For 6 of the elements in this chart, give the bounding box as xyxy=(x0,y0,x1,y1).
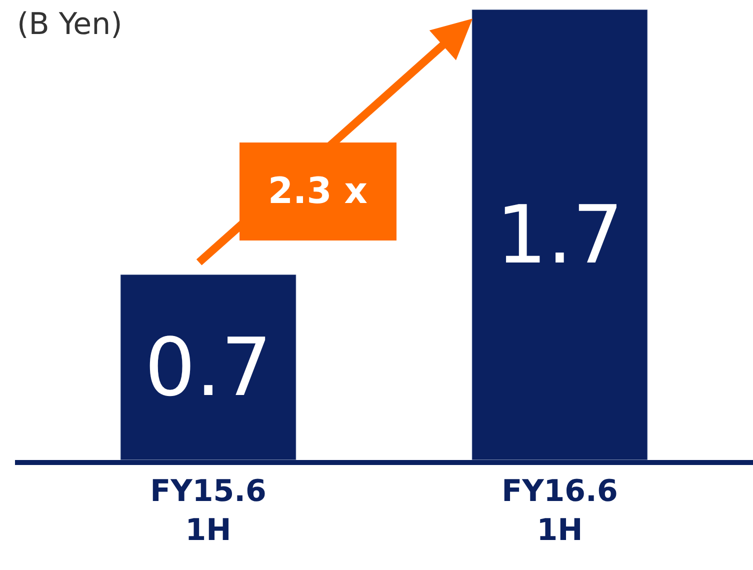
x-tick-label: FY16.6 1H xyxy=(502,474,618,548)
y-axis-title: (B Yen) xyxy=(17,7,122,42)
annotation: 2.3 x xyxy=(268,171,368,212)
x-tick-label: FY15.6 1H xyxy=(150,474,266,548)
data-label: 0.7 xyxy=(144,320,272,414)
data-label: 1.7 xyxy=(496,188,624,282)
